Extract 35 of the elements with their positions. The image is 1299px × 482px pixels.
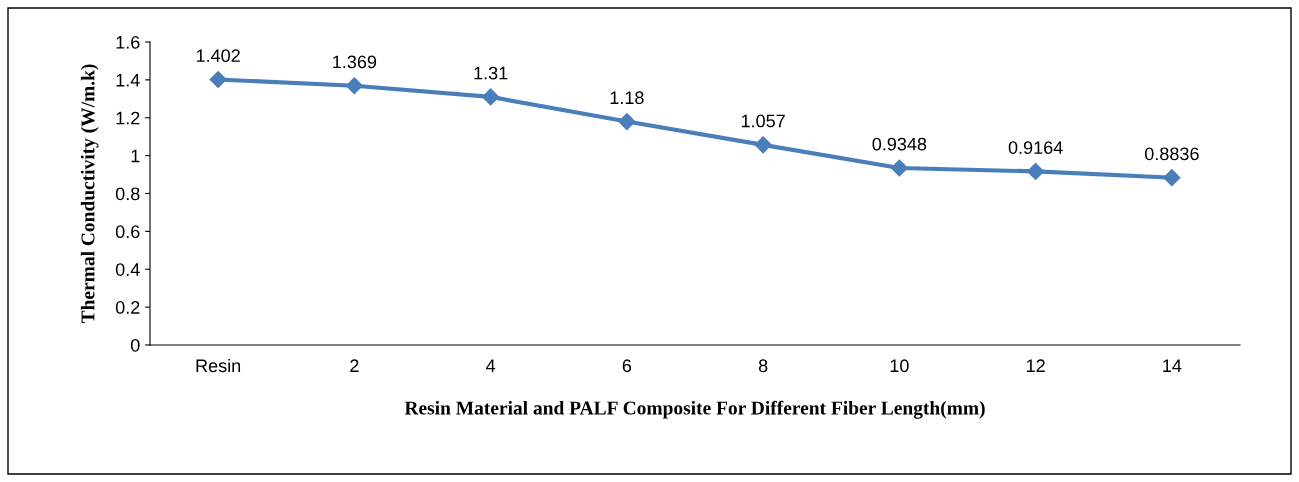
point	[482, 88, 500, 106]
y-axis-title: Thermal Conductivity (W/m.k)	[80, 64, 99, 324]
x-tick-label: 6	[622, 359, 632, 373]
data-label: 1.402	[196, 49, 240, 63]
x-tick-label: 14	[1163, 359, 1182, 372]
x-tick-label: 4	[486, 359, 496, 372]
x-tick-label: 12	[1026, 359, 1045, 372]
point	[1027, 162, 1045, 181]
data-label: 1.057	[741, 114, 785, 128]
data-label: 1.369	[333, 55, 377, 69]
x-tick-label: 8	[758, 359, 768, 373]
x-axis-title: Resin Material and PALF Composite For Different Fiber Length(mm)	[404, 400, 985, 419]
point	[754, 136, 772, 154]
point	[209, 70, 227, 89]
data-label: 0.8836	[1144, 147, 1199, 161]
data-label: 1.31	[474, 66, 508, 80]
y-tick-label: 0	[130, 338, 140, 352]
data-label: 1.18	[610, 91, 644, 105]
data-label: 0.9164	[1008, 141, 1063, 154]
x-tick-label: 10	[890, 359, 909, 373]
data-label: 0.9348	[872, 137, 927, 151]
point	[618, 112, 636, 131]
point	[345, 77, 363, 95]
y-tick-label: 0.4	[115, 263, 140, 276]
x-tick-label: 2	[350, 359, 359, 372]
y-tick-label: 1.4	[116, 74, 140, 87]
y-tick-label: 0.8	[115, 187, 140, 201]
y-tick-label: 0.2	[115, 301, 140, 314]
point	[1163, 169, 1181, 187]
y-tick-label: 0.6	[115, 225, 140, 239]
point	[890, 159, 908, 177]
y-tick-label: 1.2	[116, 111, 140, 125]
x-tick-label: Resin	[196, 358, 241, 373]
y-tick-label: 1	[131, 149, 140, 163]
y-tick-label: 1.6	[116, 35, 140, 49]
